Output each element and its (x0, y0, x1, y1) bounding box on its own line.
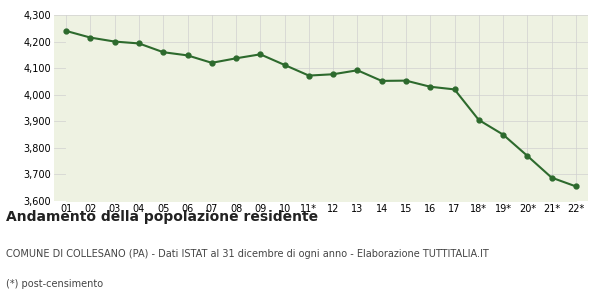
Text: COMUNE DI COLLESANO (PA) - Dati ISTAT al 31 dicembre di ogni anno - Elaborazione: COMUNE DI COLLESANO (PA) - Dati ISTAT al… (6, 249, 489, 259)
Text: Andamento della popolazione residente: Andamento della popolazione residente (6, 210, 318, 224)
Text: (*) post-censimento: (*) post-censimento (6, 279, 103, 289)
